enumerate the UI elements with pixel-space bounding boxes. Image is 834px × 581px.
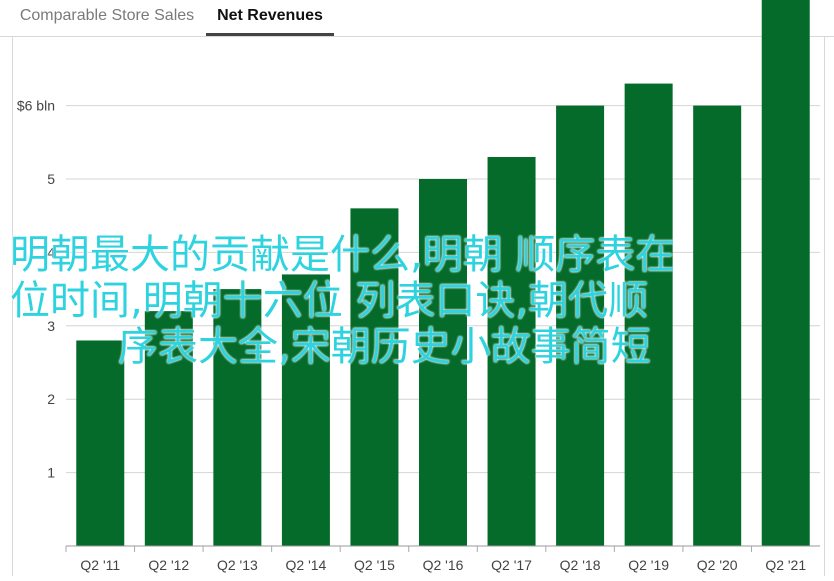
- bar-6[interactable]: [487, 156, 536, 547]
- x-tick-label: Q2 '14: [286, 557, 327, 573]
- tab-comparable-store-sales[interactable]: Comparable Store Sales: [19, 7, 195, 24]
- bar-9[interactable]: [693, 105, 742, 546]
- y-tick-label: 1: [47, 465, 55, 481]
- x-tick-label: Q2 '21: [765, 557, 806, 573]
- x-tick-label: Q2 '18: [560, 557, 601, 573]
- bar-5[interactable]: [419, 179, 467, 546]
- x-tick-label: Q2 '11: [80, 557, 120, 573]
- x-tick-label: Q2 '12: [148, 557, 189, 573]
- bar-1[interactable]: [144, 311, 193, 546]
- bar-3[interactable]: [281, 274, 330, 546]
- x-tick-label: Q2 '20: [697, 557, 738, 573]
- y-tick-label: 2: [47, 391, 55, 407]
- bar-0[interactable]: [76, 340, 125, 546]
- chart-tabs: Comparable Store Sales Net Revenues: [0, 0, 834, 37]
- y-tick-label: 4: [47, 244, 55, 260]
- x-tick-label: Q2 '17: [491, 557, 532, 573]
- x-tick-label: Q2 '16: [423, 557, 464, 573]
- x-tick-label: Q2 '13: [217, 557, 258, 573]
- x-tick-label: Q2 '15: [354, 557, 395, 573]
- tab-net-revenues[interactable]: Net Revenues: [206, 0, 334, 36]
- bar-2[interactable]: [213, 289, 262, 546]
- x-tick-label: Q2 '19: [628, 557, 669, 573]
- bar-10[interactable]: [761, 0, 810, 546]
- y-tick-label: $6 bln: [17, 98, 55, 114]
- chart-frame: [12, 36, 825, 576]
- bar-4[interactable]: [350, 208, 399, 547]
- y-tick-label: 3: [47, 318, 55, 334]
- bar-8[interactable]: [624, 83, 673, 546]
- bar-7[interactable]: [556, 105, 605, 546]
- y-tick-label: 5: [47, 171, 55, 187]
